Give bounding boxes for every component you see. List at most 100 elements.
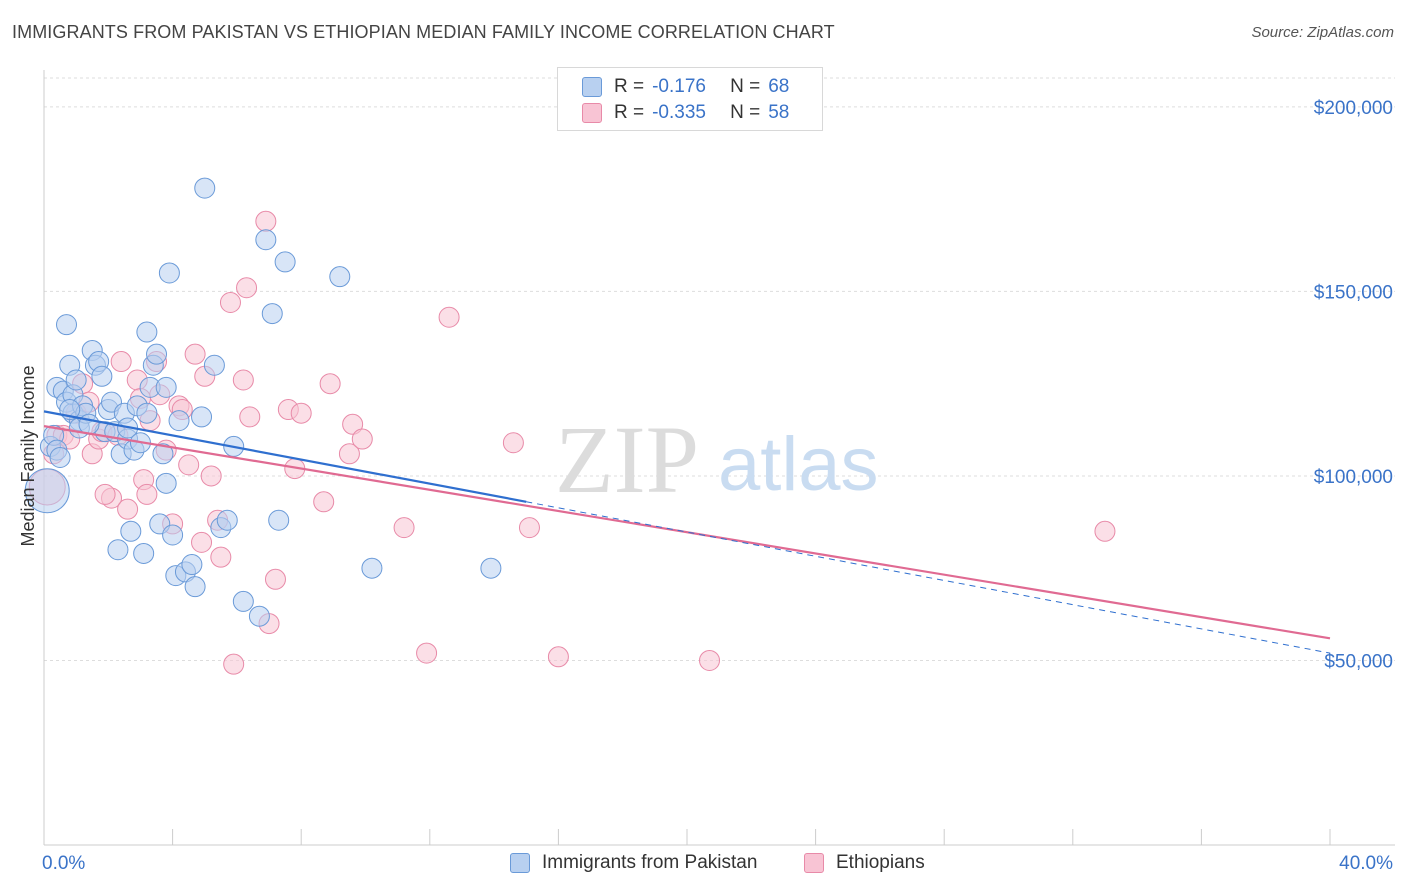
ethiopians-point [342,413,364,435]
ethiopians-point [338,443,360,465]
ethiopians-point [1094,520,1116,542]
pakistan-point [152,443,174,465]
ethiopians-point [94,483,116,505]
pakistan-point [133,542,155,564]
watermark: ZIP atlas [555,406,879,513]
pakistan-point [146,343,168,365]
pakistan-point [136,321,158,343]
y-axis-label: Median Family Income [18,365,38,546]
pakistan-point [136,402,158,424]
ethiopians-point [200,465,222,487]
pakistan-point [181,554,203,576]
r-value: -0.176 [652,76,706,97]
pakistan-point [162,524,184,546]
pakistan-points [24,177,502,627]
ethiopians-point [313,491,335,513]
pakistan-point [120,520,142,542]
ethiopians-point [236,277,258,299]
pakistan-swatch [582,77,602,97]
trend-lines [43,410,1331,654]
n-value: 68 [768,76,790,97]
watermark-zip: ZIP [555,406,699,513]
ethiopians-point [699,649,721,671]
pakistan-point [255,229,277,251]
pakistan-point [155,472,177,494]
pakistan-point [274,251,296,273]
pakistan-point [329,266,351,288]
source-label: Source: ZipAtlas.com [1251,24,1394,41]
correlation-legend: R = -0.176 N = 68 R = -0.335 N = 58 [557,67,823,131]
pakistan-point [184,576,206,598]
n-value: 58 [768,102,790,123]
pakistan-point [56,314,78,336]
tick-labels: $50,000 $100,000 $150,000 $200,000 0.0% 40.0% [42,98,1393,874]
ethiopians-point [502,432,524,454]
pakistan-point [65,369,87,391]
legend-row-ethiopians: R = -0.335 N = 58 [582,100,789,126]
ethiopians-point [184,343,206,365]
pakistan-point [158,262,180,284]
ethiopians-point [136,483,158,505]
pakistan-point [24,468,70,514]
bottom-legend-pakistan: Immigrants from Pakistan [510,852,757,874]
ethiopians-trend-line [43,425,1331,640]
ethiopians-point [547,646,569,668]
pakistan-point [216,509,238,531]
ethiopians-point [255,210,277,232]
pakistan-point [361,557,383,579]
r-value: -0.335 [652,102,706,123]
y-tick-label: $50,000 [1324,651,1393,672]
ethiopians-point [191,531,213,553]
r-label: R = [614,76,645,97]
ethiopians-point [210,546,232,568]
y-tick-label: $150,000 [1314,282,1393,303]
x-tick-label: 0.0% [42,853,85,874]
pakistan-point [480,557,502,579]
pakistan-trend-extension [526,501,1331,654]
ethiopians-point [393,517,415,539]
ethiopians-point [117,498,139,520]
ethiopians-point [319,373,341,395]
pakistan-point [248,605,270,627]
ethiopians-point [264,568,286,590]
ethiopians-point [178,454,200,476]
x-tick-label: 40.0% [1339,853,1393,874]
ethiopians-point [518,517,540,539]
ethiopians-point [290,402,312,424]
pakistan-point [261,303,283,325]
chart-title: IMMIGRANTS FROM PAKISTAN VS ETHIOPIAN ME… [12,22,835,42]
pakistan-point [191,406,213,428]
legend-row-pakistan: R = -0.176 N = 68 [582,74,789,100]
r-label: R = [614,102,645,123]
y-tick-label: $200,000 [1314,98,1393,119]
pakistan-point [78,413,100,435]
pakistan-point [268,509,290,531]
ethiopians-point [219,292,241,313]
pakistan-point [91,365,113,387]
ethiopians-point [438,306,460,328]
pakistan-point [168,410,190,432]
pakistan-trend-line [43,410,527,503]
legend-label-ethiopians: Ethiopians [836,852,925,873]
pakistan-point [194,177,216,199]
bottom-legend-ethiopians: Ethiopians [804,852,925,874]
legend-label-pakistan: Immigrants from Pakistan [542,852,758,873]
grid-lines [44,77,1395,661]
ethiopians-swatch [804,853,824,873]
pakistan-point [107,539,129,561]
pakistan-swatch [510,853,530,873]
pakistan-point [232,590,254,612]
ethiopians-point [416,642,438,664]
ethiopians-point [232,369,254,391]
ethiopians-point [223,653,245,675]
pakistan-point [49,447,71,468]
y-tick-label: $100,000 [1314,467,1393,488]
pakistan-point [155,376,177,398]
pakistan-point [203,354,225,376]
n-label: N = [730,102,761,123]
ethiopians-point [239,406,261,428]
ethiopians-point [351,428,373,450]
watermark-atlas: atlas [718,422,879,507]
ethiopians-swatch [582,103,602,123]
